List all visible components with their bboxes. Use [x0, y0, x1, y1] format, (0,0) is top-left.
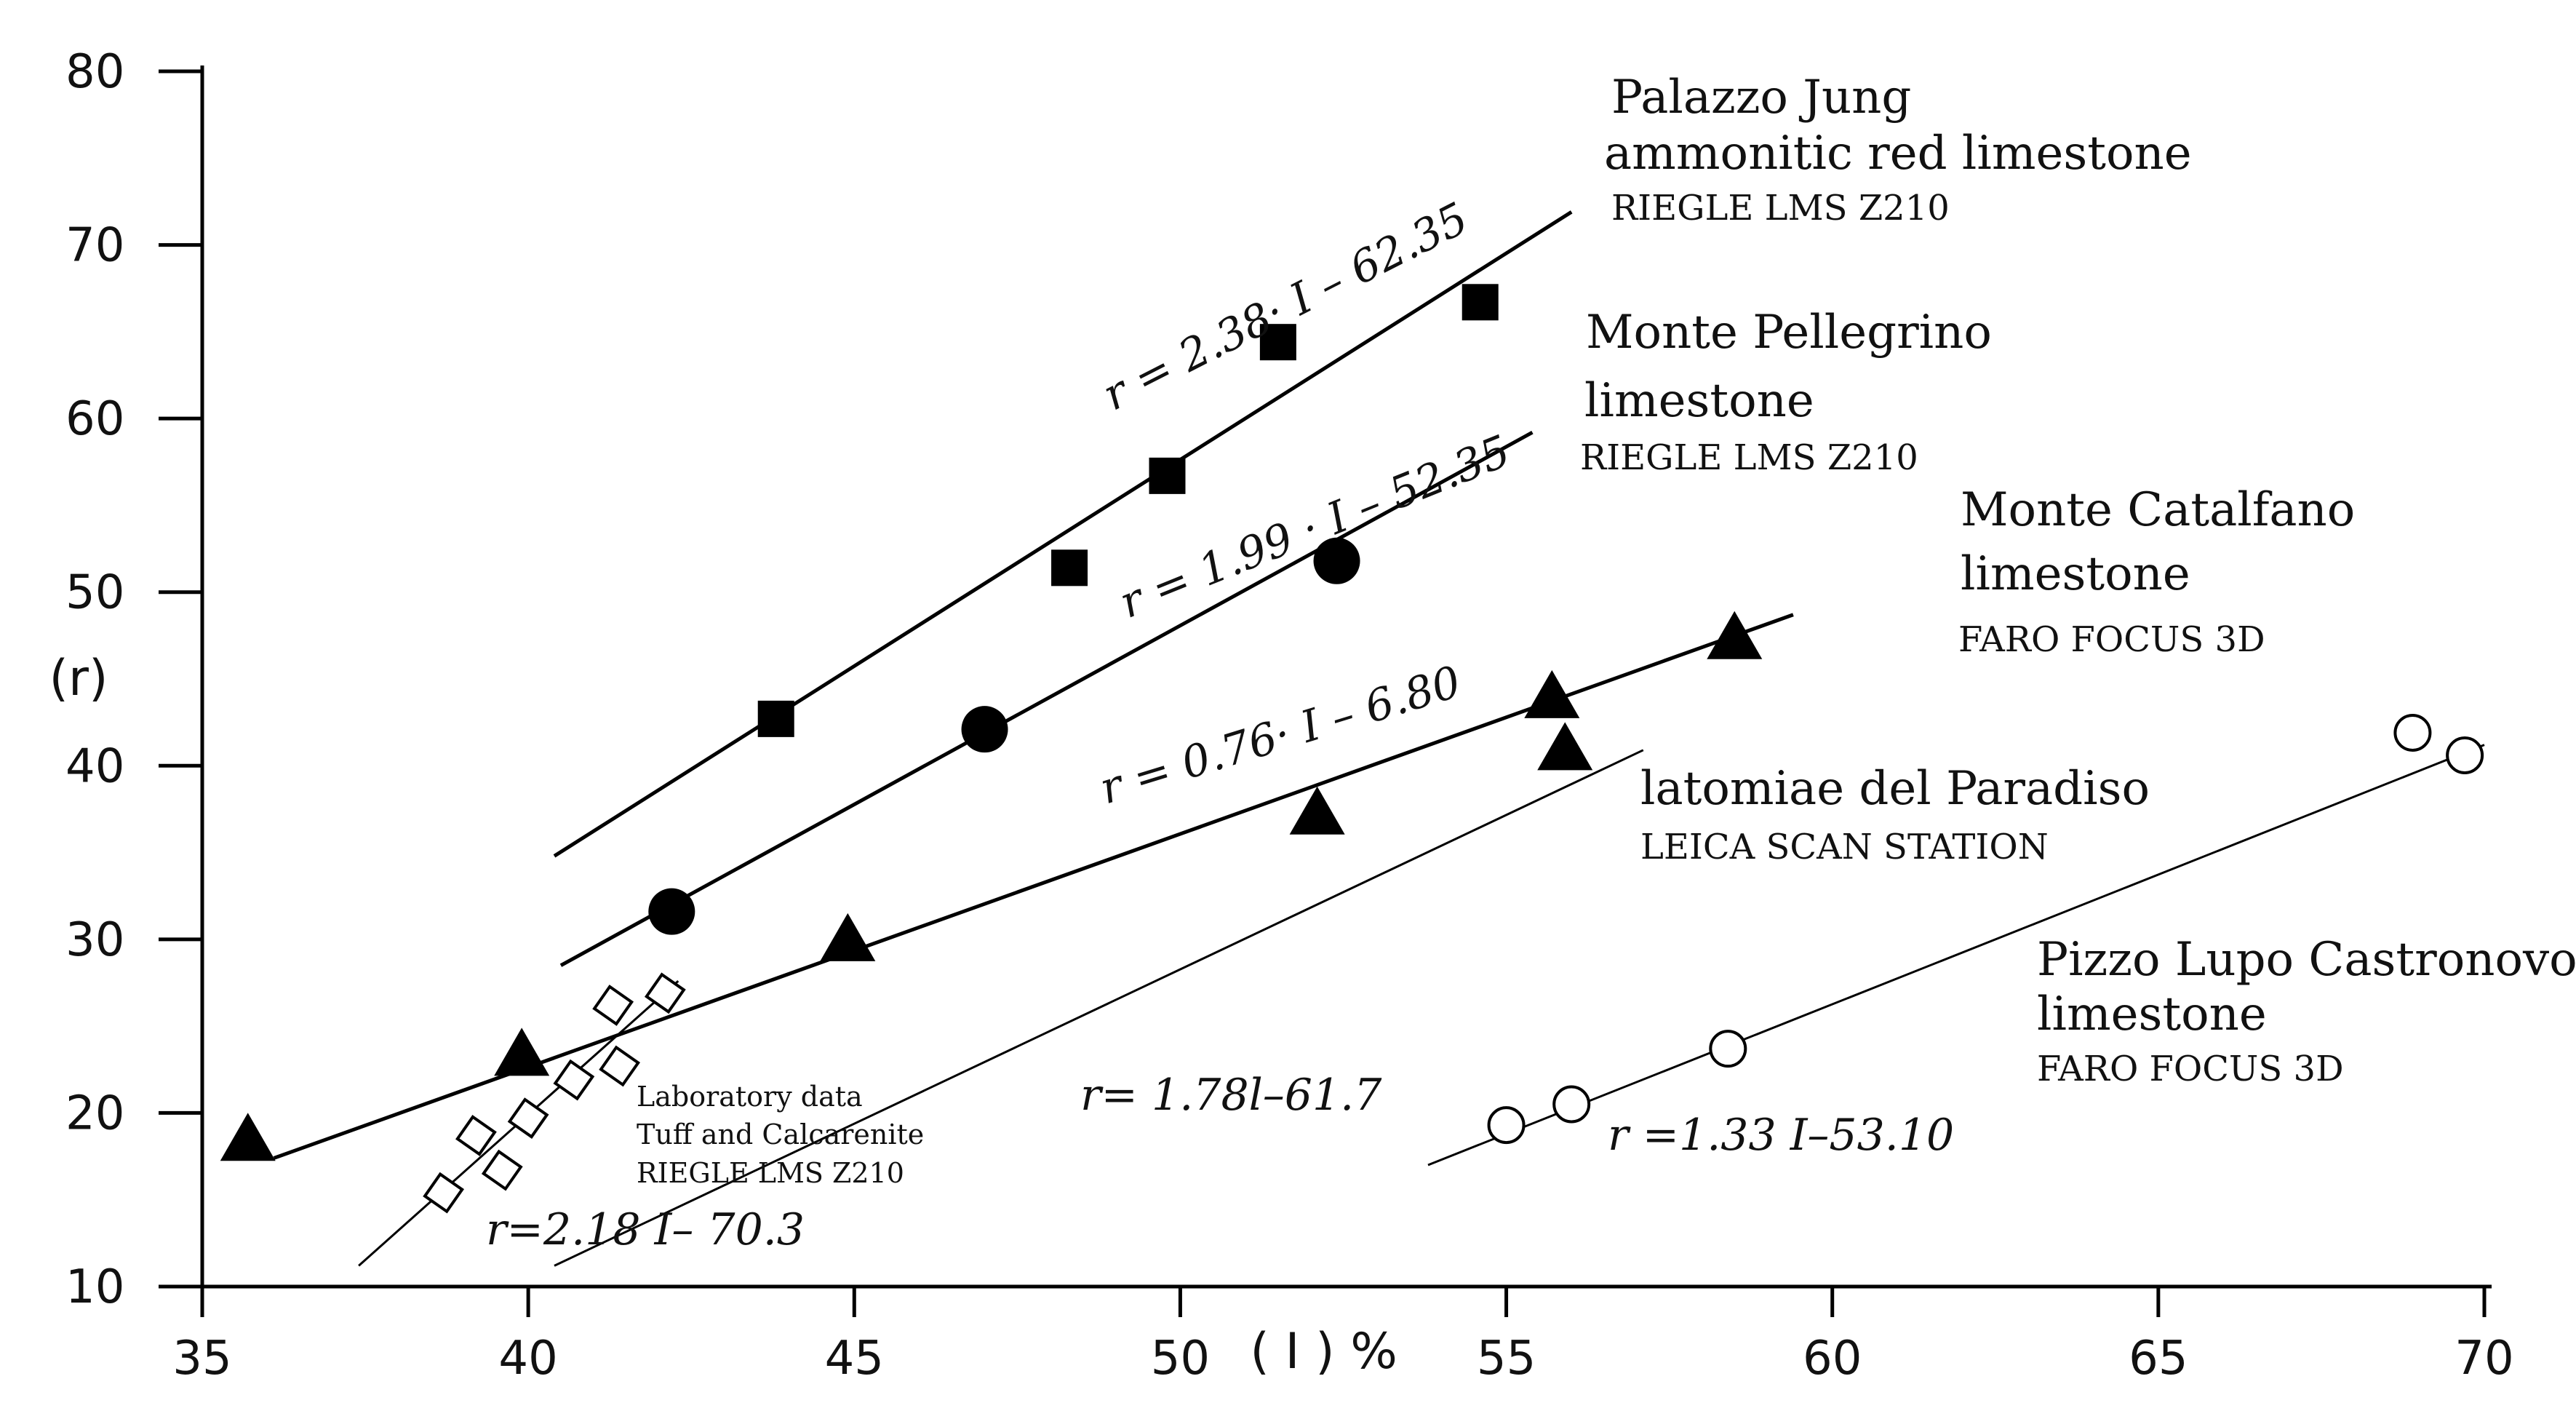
y-tick-label: 10 [65, 1260, 124, 1314]
series-2-point [820, 913, 876, 961]
series-2-point [220, 1113, 276, 1161]
series-3-equation: r=2.18 I– 70.3 [486, 1204, 805, 1255]
series-0-point [1462, 284, 1499, 321]
series-1-equation: r = 1.99 · I – 52.35 [1112, 426, 1517, 629]
series-5-label-line2: limestone [2037, 987, 2267, 1041]
series-2-point [1537, 722, 1593, 771]
x-tick-label: 45 [825, 1332, 884, 1386]
series-3-point [507, 1097, 549, 1139]
series-4-fit-line [554, 749, 1644, 1267]
series-5-point [1552, 1085, 1591, 1124]
x-tick-label: 55 [1477, 1332, 1536, 1386]
y-tick-label: 20 [65, 1086, 124, 1140]
series-3-label-line3: RIEGLE LMS Z210 [637, 1157, 904, 1189]
series-3-point [599, 1045, 641, 1087]
series-2-label-line2: limestone [1961, 547, 2190, 601]
series-1-point [961, 706, 1008, 753]
series-2-point [1289, 786, 1345, 835]
series-5-label-line1: Pizzo Lupo Castronovo [2037, 933, 2576, 987]
series-3-point [481, 1149, 523, 1191]
series-0-annotation: Palazzo Jung ammonitic red limestone RIE… [1095, 71, 2192, 421]
series-4-annotation: latomiae del Paradiso LEICA SCAN STATION… [1080, 762, 2150, 1121]
series-1-point [1313, 537, 1360, 584]
y-tick-label: 60 [65, 392, 124, 446]
series-3-label-line2: Tuff and Calcarenite [637, 1118, 924, 1150]
series-2-point [1707, 611, 1763, 659]
series-0-point [1051, 549, 1088, 587]
fit-lines [273, 210, 2485, 1267]
series-3-label-line1: Laboratory data [637, 1081, 863, 1113]
series-5-point [2393, 713, 2432, 752]
series-4-label-line1: latomiae del Paradiso [1640, 762, 2150, 816]
series-3-point [423, 1172, 465, 1214]
series-0-point [757, 700, 794, 737]
y-tick-label: 30 [65, 913, 124, 967]
series-3-point [644, 972, 686, 1014]
series-2-point [1524, 669, 1580, 718]
series-2-label-line1: Monte Catalfano [1961, 483, 2355, 537]
series-5-equation: r =1.33 I–53.10 [1608, 1110, 1954, 1161]
series-5-label-line3: FARO FOCUS 3D [2037, 1049, 2344, 1089]
series-0-point [1149, 457, 1186, 494]
series-0-point [1259, 324, 1296, 361]
series-1-point [648, 888, 695, 935]
y-ticks: 10 20 30 40 50 60 70 80 [65, 45, 202, 1314]
series-2-label-line3: FARO FOCUS 3D [1958, 619, 2265, 660]
series-3-point [553, 1059, 595, 1101]
series-1-label-line3: RIEGLE LMS Z210 [1580, 437, 1918, 478]
series-3-annotation: Laboratory data Tuff and Calcarenite RIE… [486, 1081, 924, 1255]
x-tick-label: 35 [172, 1332, 231, 1386]
series-1-fit-line [559, 431, 1534, 967]
series-0-label-line2: ammonitic red limestone [1604, 127, 2192, 180]
y-tick-label: 40 [65, 739, 124, 793]
x-tick-label: 50 [1151, 1332, 1210, 1386]
x-tick-label: 60 [1803, 1332, 1862, 1386]
x-ticks: 35 40 45 50 55 60 65 70 [172, 1287, 2514, 1386]
series-4-equation: r= 1.78l–61.7 [1080, 1070, 1382, 1121]
x-tick-label: 65 [2129, 1332, 2188, 1386]
series-2-equation: r = 0.76· I – 6.80 [1094, 656, 1467, 814]
x-axis-title: ( I ) % [1250, 1323, 1397, 1380]
series-0-label-line3: RIEGLE LMS Z210 [1611, 188, 1950, 228]
series-5-point [1487, 1106, 1526, 1145]
series-4-label-line2: LEICA SCAN STATION [1640, 827, 2049, 867]
x-tick-label: 40 [498, 1332, 557, 1386]
y-tick-label: 70 [65, 219, 124, 273]
series-5-annotation: Pizzo Lupo Castronovo limestone FARO FOC… [1608, 933, 2576, 1161]
series-3-point [592, 985, 634, 1026]
y-tick-label: 50 [65, 566, 124, 620]
data-markers [220, 284, 2484, 1214]
series-0-fit-line [553, 210, 1573, 858]
y-tick-label: 80 [65, 45, 124, 99]
series-1-label-line1: Monte Pellegrino [1586, 306, 1992, 359]
series-5-point [1709, 1030, 1747, 1068]
y-axis-title: (r) [49, 650, 108, 707]
series-3-point [455, 1115, 497, 1156]
axes: 10 20 30 40 50 60 70 80 35 40 45 50 55 60 65 70 (r) ( … [49, 45, 2513, 1386]
series-0-label-line1: Palazzo Jung [1611, 71, 1911, 124]
series-5-fit-line [1427, 744, 2485, 1166]
series-2-point [494, 1027, 550, 1076]
series-1-label-line2: limestone [1584, 374, 1814, 428]
series-5-point [2446, 736, 2484, 774]
x-tick-label: 70 [2455, 1332, 2513, 1386]
